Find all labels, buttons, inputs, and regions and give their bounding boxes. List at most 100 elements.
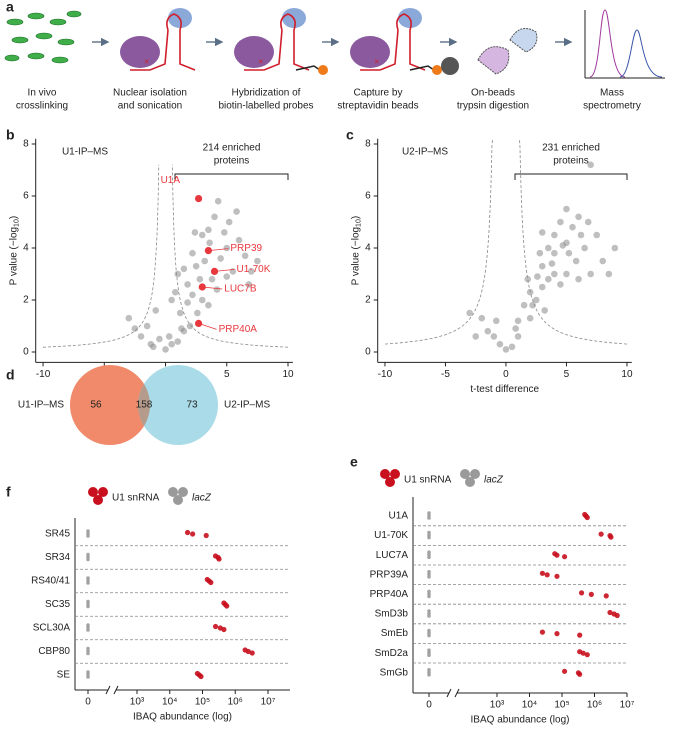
dot [86,531,90,536]
point [210,267,219,275]
point [490,333,498,340]
set-name: U1-IP–MS [18,400,64,411]
point [194,309,201,317]
legend-label: U1 snRNA [112,493,160,504]
point [508,343,516,351]
bracket [514,173,628,180]
legend-label: lacZ [192,493,212,504]
dot [427,673,431,677]
point [545,244,552,252]
point [225,218,233,226]
point [502,346,510,353]
dot [427,594,431,599]
x-axis-label: IBAQ abundance (log) [471,715,570,726]
dot [427,575,431,579]
dot [607,609,613,616]
category-label: SmD2a [375,648,409,659]
point [125,314,133,322]
point [198,296,206,304]
dot [86,599,90,604]
threshold-curve [171,164,288,348]
step-label: crosslinking [16,101,68,112]
point [168,340,175,348]
category-label: SR45 [45,529,70,540]
point [557,218,564,226]
dot [221,626,227,633]
dot [86,628,90,632]
dot [427,513,431,518]
dot [544,572,550,578]
dot [86,672,90,677]
point-label: U1-70K [237,264,271,275]
legend-swatch [385,477,395,487]
x-tick-label: 10⁵ [554,700,569,711]
category-label: PRP39A [370,569,409,580]
point [551,249,558,257]
dot [554,631,560,637]
category-label: PRP40A [370,589,409,600]
point [575,213,582,221]
category-label: SmEb [381,628,409,639]
point [611,244,619,252]
point [241,252,249,260]
x-tick-label: 10 [282,369,294,380]
point [254,257,261,265]
dot [86,675,90,679]
dot [86,555,90,559]
point [192,262,200,270]
point [492,317,500,325]
point [204,247,212,255]
threshold-curve [384,138,494,345]
x-tick-label: -5 [441,369,450,380]
point [559,242,567,249]
legend-swatch [173,495,183,505]
x-tick-label: 10⁴ [522,700,537,711]
point [147,340,155,348]
step-label: biotin-labelled probes [218,101,313,112]
dot [224,603,230,609]
plot-title: U2-IP–MS [402,147,448,158]
point [541,307,548,314]
dot [427,611,431,616]
point [131,325,139,332]
point [557,281,564,288]
x-tick-label: 10⁷ [261,697,276,708]
dot [539,570,546,576]
axis-break [446,688,460,698]
x-tick-label: 0 [426,700,432,711]
legend-swatch [380,469,390,479]
legend-swatch [390,469,400,479]
dot [427,589,431,594]
point [189,249,196,257]
count: 56 [90,400,102,411]
leader [198,323,217,330]
dot [86,670,90,674]
x-tick-label: 10 [621,369,633,380]
point [198,283,206,291]
point [198,231,206,239]
point [223,244,231,252]
y-tick-label: 2 [365,295,371,306]
point [174,338,182,345]
step-label: streptavidin beads [337,101,418,112]
dot [539,629,546,635]
x-tick-label: 0 [85,697,91,708]
threshold-curve [43,164,160,348]
point [551,231,558,239]
point-label: U1A [161,175,181,186]
point [229,268,237,275]
dot [427,533,431,537]
x-tick-label: 10⁷ [620,700,635,711]
step-label: On-beads [471,88,515,99]
point [174,270,182,278]
point [466,309,473,317]
panel-label: a [6,0,14,15]
dot [86,646,90,651]
dot [584,514,590,521]
step-label: trypsin digestion [457,101,529,112]
y-tick-label: 8 [23,139,29,150]
point [545,275,552,283]
y-tick-label: 0 [365,347,371,358]
annotation: proteins [553,156,589,167]
legend-swatch [93,495,103,505]
